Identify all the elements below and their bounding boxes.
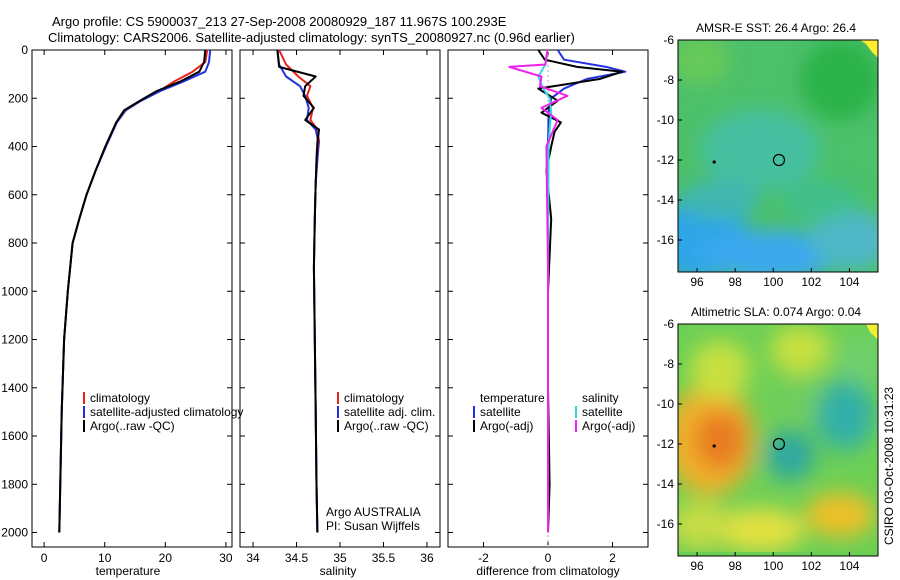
x-tick-label: 34 <box>246 551 260 565</box>
float-position-dot <box>712 160 716 164</box>
x-tick-label: 0 <box>41 551 48 565</box>
sst-map-field <box>678 40 878 272</box>
y-tick-label: -6 <box>663 33 674 47</box>
legend-label-climatology: climatology <box>90 391 150 405</box>
legend-label-climatology: climatology <box>344 391 404 405</box>
legend-label-satellite: satellite-adjusted climatology <box>90 405 243 419</box>
temperature-axis-label: temperature <box>96 564 161 578</box>
x-tick-label: 98 <box>728 275 742 289</box>
legend-title-temperature: temperature <box>480 391 545 405</box>
y-tick-label: -14 <box>657 193 675 207</box>
series-line <box>278 49 321 533</box>
float-pi-label: PI: Susan Wijffels <box>326 519 420 533</box>
series-line <box>508 49 569 533</box>
y-tick-label: 1400 <box>1 381 28 395</box>
data-lines <box>58 49 627 533</box>
y-tick-label: -16 <box>657 233 675 247</box>
legend-label-sal-satellite: satellite <box>582 405 623 419</box>
y-tick-label: 800 <box>8 236 28 250</box>
sla-map-title: Altimetric SLA: 0.074 Argo: 0.04 <box>691 305 861 319</box>
legend-label-sal-argo: Argo(-adj) <box>582 419 635 433</box>
x-tick-label: 35 <box>333 551 347 565</box>
x-tick-label: 0 <box>545 551 552 565</box>
x-tick-label: 102 <box>801 275 821 289</box>
series-line <box>276 49 321 533</box>
y-tick-label: 1600 <box>1 429 28 443</box>
salinity-axis-label: salinity <box>320 564 357 578</box>
y-tick-label: 1200 <box>1 333 28 347</box>
legend-label-argo: Argo(..raw -QC) <box>344 419 429 433</box>
y-tick-label: 200 <box>8 91 28 105</box>
x-tick-label: 34.5 <box>285 551 309 565</box>
y-tick-label: 400 <box>8 140 28 154</box>
x-tick-label: 104 <box>839 559 859 573</box>
profile-location-circle <box>772 437 786 451</box>
series-line <box>537 49 553 533</box>
x-tick-label: 96 <box>690 559 704 573</box>
y-tick-label: 0 <box>21 43 28 57</box>
float-position-dot <box>712 444 716 448</box>
legend-label-temp-satellite: satellite <box>480 405 521 419</box>
series-line <box>58 49 207 533</box>
x-tick-label: 96 <box>690 275 704 289</box>
y-tick-label: -10 <box>657 397 675 411</box>
y-tick-label: -16 <box>657 517 675 531</box>
y-tick-label: -12 <box>657 437 675 451</box>
x-tick-label: 98 <box>728 559 742 573</box>
profile-location-circle <box>772 153 786 167</box>
x-tick-label: 35.5 <box>372 551 396 565</box>
x-tick-label: 36 <box>420 551 434 565</box>
x-tick-label: 104 <box>839 275 859 289</box>
salinity-plot-frame <box>239 49 441 548</box>
y-tick-label: 1000 <box>1 284 28 298</box>
legend-label-satellite: satellite adj. clim. <box>344 405 435 419</box>
difference-axis-label: difference from climatology <box>476 564 619 578</box>
series-line <box>58 49 212 533</box>
y-tick-label: 600 <box>8 188 28 202</box>
x-tick-label: 102 <box>801 559 821 573</box>
figure-title-line2: Climatology: CARS2006. Satellite-adjuste… <box>48 30 575 45</box>
sst-map-title: AMSR-E SST: 26.4 Argo: 26.4 <box>696 21 856 35</box>
y-tick-label: -10 <box>657 113 675 127</box>
figure-title-line1: Argo profile: CS 5900037_213 27-Sep-2008… <box>52 14 507 29</box>
y-tick-label: -8 <box>663 73 674 87</box>
sla-map-field <box>678 324 878 556</box>
y-tick-label: 2000 <box>1 526 28 540</box>
x-tick-label: 100 <box>763 559 783 573</box>
axis-ticks: 0 10 20 30020040060080010001200140016001800… <box>1 33 859 573</box>
y-tick-label: 1800 <box>1 477 28 491</box>
y-tick-label: -6 <box>663 317 674 331</box>
difference-legend: temperature salinity satellite Argo(-adj… <box>473 391 635 433</box>
temperature-plot-frame <box>31 49 233 548</box>
timestamp-label: CSIRO 03-Oct-2008 10:31:23 <box>882 387 896 545</box>
x-tick-label: 30 <box>219 551 233 565</box>
legend-title-salinity: salinity <box>582 391 619 405</box>
y-tick-label: -14 <box>657 477 675 491</box>
series-line <box>58 49 209 533</box>
float-program-label: Argo AUSTRALIA <box>326 505 421 519</box>
map-markers <box>712 153 786 451</box>
legend-label-argo: Argo(..raw -QC) <box>90 419 175 433</box>
salinity-legend: climatology satellite adj. clim. Argo(..… <box>326 391 435 533</box>
y-tick-label: -8 <box>663 357 674 371</box>
x-tick-label: 100 <box>763 275 783 289</box>
x-tick-label: -2 <box>478 551 489 565</box>
sla-map-frame <box>677 323 879 557</box>
x-tick-label: 10 <box>98 551 112 565</box>
temperature-legend: climatology satellite-adjusted climatolo… <box>83 391 243 433</box>
y-tick-label: -12 <box>657 153 675 167</box>
x-tick-label: 2 <box>609 551 616 565</box>
sst-map-frame <box>677 39 879 273</box>
legend-label-temp-argo: Argo(-adj) <box>480 419 533 433</box>
x-tick-label: 20 <box>159 551 173 565</box>
